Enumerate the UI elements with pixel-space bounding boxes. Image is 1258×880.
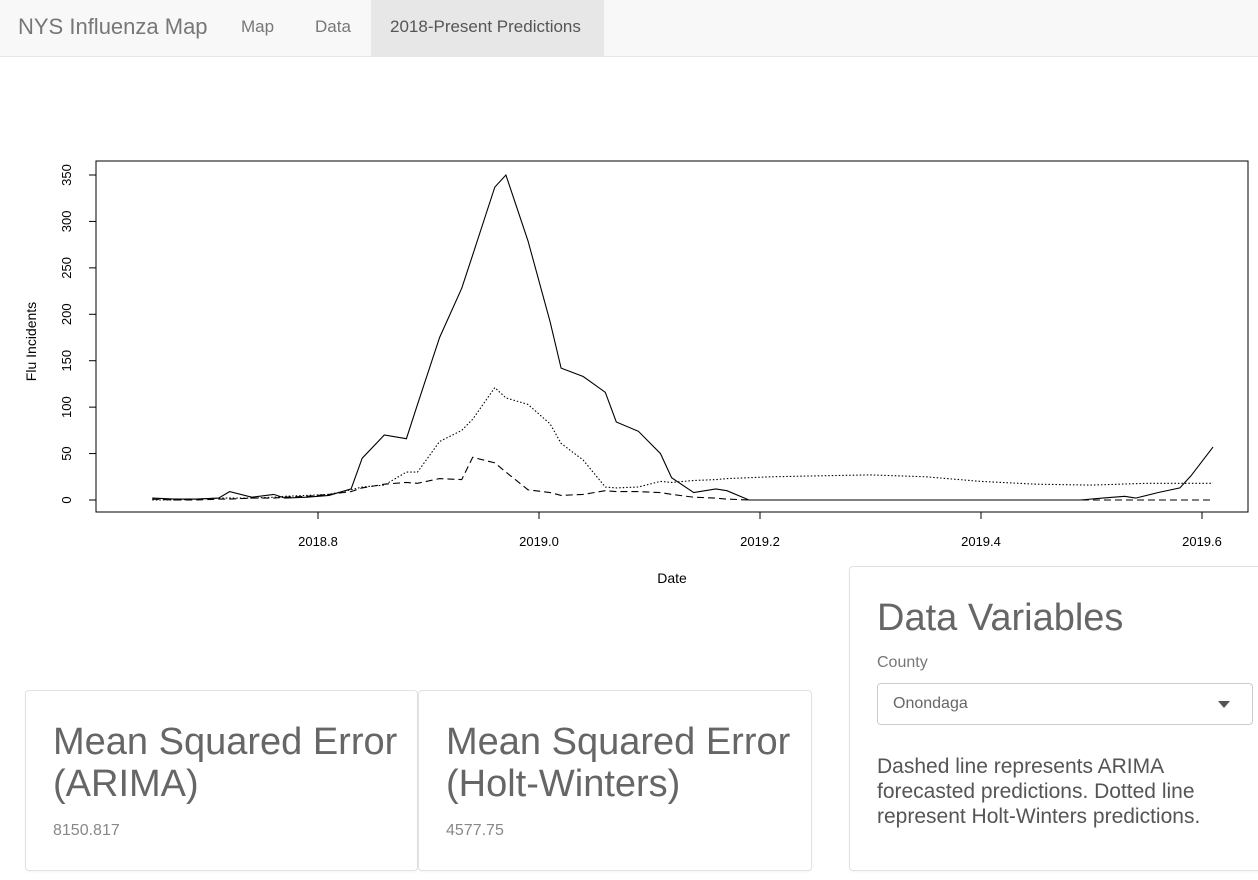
y-tick-label: 250 — [59, 257, 74, 279]
navbar: NYS Influenza Map Map Data 2018-Present … — [0, 0, 1258, 57]
y-tick-label: 200 — [59, 303, 74, 325]
y-axis-label: Flu Incidents — [23, 302, 39, 381]
x-tick-label: 2018.8 — [298, 534, 338, 549]
y-tick-label: 50 — [59, 446, 74, 460]
series-line-solid — [152, 173, 1214, 501]
mse-arima-title: Mean Squared Error (ARIMA) — [53, 721, 398, 805]
x-tick-label: 2019.4 — [961, 534, 1001, 549]
mse-arima-value: 8150.817 — [53, 822, 120, 839]
x-tick-label: 2019.2 — [740, 534, 780, 549]
mse-arima-card: Mean Squared Error (ARIMA) 8150.817 — [25, 690, 418, 871]
county-select-value: Onondaga — [893, 695, 968, 712]
county-select[interactable]: Onondaga — [877, 683, 1253, 725]
mse-holt-winters-title: Mean Squared Error (Holt-Winters) — [446, 721, 791, 805]
tab-data[interactable]: Data — [315, 17, 351, 36]
navbar-brand[interactable]: NYS Influenza Map — [18, 14, 208, 39]
tab-map[interactable]: Map — [241, 17, 275, 36]
y-tick-label: 300 — [59, 211, 74, 233]
x-axis-label: Date — [657, 570, 687, 586]
y-tick-label: 0 — [59, 496, 74, 503]
legend-note: Dashed line represents ARIMA forecasted … — [877, 755, 1201, 828]
series-line-dashed — [152, 456, 1213, 501]
x-tick-label: 2019.6 — [1182, 534, 1222, 549]
x-tick-label: 2019.0 — [519, 534, 559, 549]
chevron-down-icon — [1218, 701, 1230, 708]
plot-frame — [95, 160, 1249, 513]
data-variables-panel: Data Variables County Onondaga Dashed li… — [849, 566, 1258, 871]
y-tick-label: 150 — [59, 350, 74, 372]
y-tick-label: 100 — [59, 396, 74, 418]
county-label: County — [877, 654, 928, 671]
y-tick-label: 350 — [59, 164, 74, 186]
tab-predictions[interactable]: 2018-Present Predictions — [371, 0, 604, 57]
mse-holt-winters-card: Mean Squared Error (Holt-Winters) 4577.7… — [418, 690, 812, 871]
series-line-dotted — [152, 386, 1213, 501]
mse-holt-winters-value: 4577.75 — [446, 822, 504, 839]
data-variables-title: Data Variables — [877, 597, 1124, 639]
flu-incidents-chart: 2018.8 2019.0 2019.2 2019.4 2019.6 0 50 100 150 2… — [23, 160, 1249, 586]
